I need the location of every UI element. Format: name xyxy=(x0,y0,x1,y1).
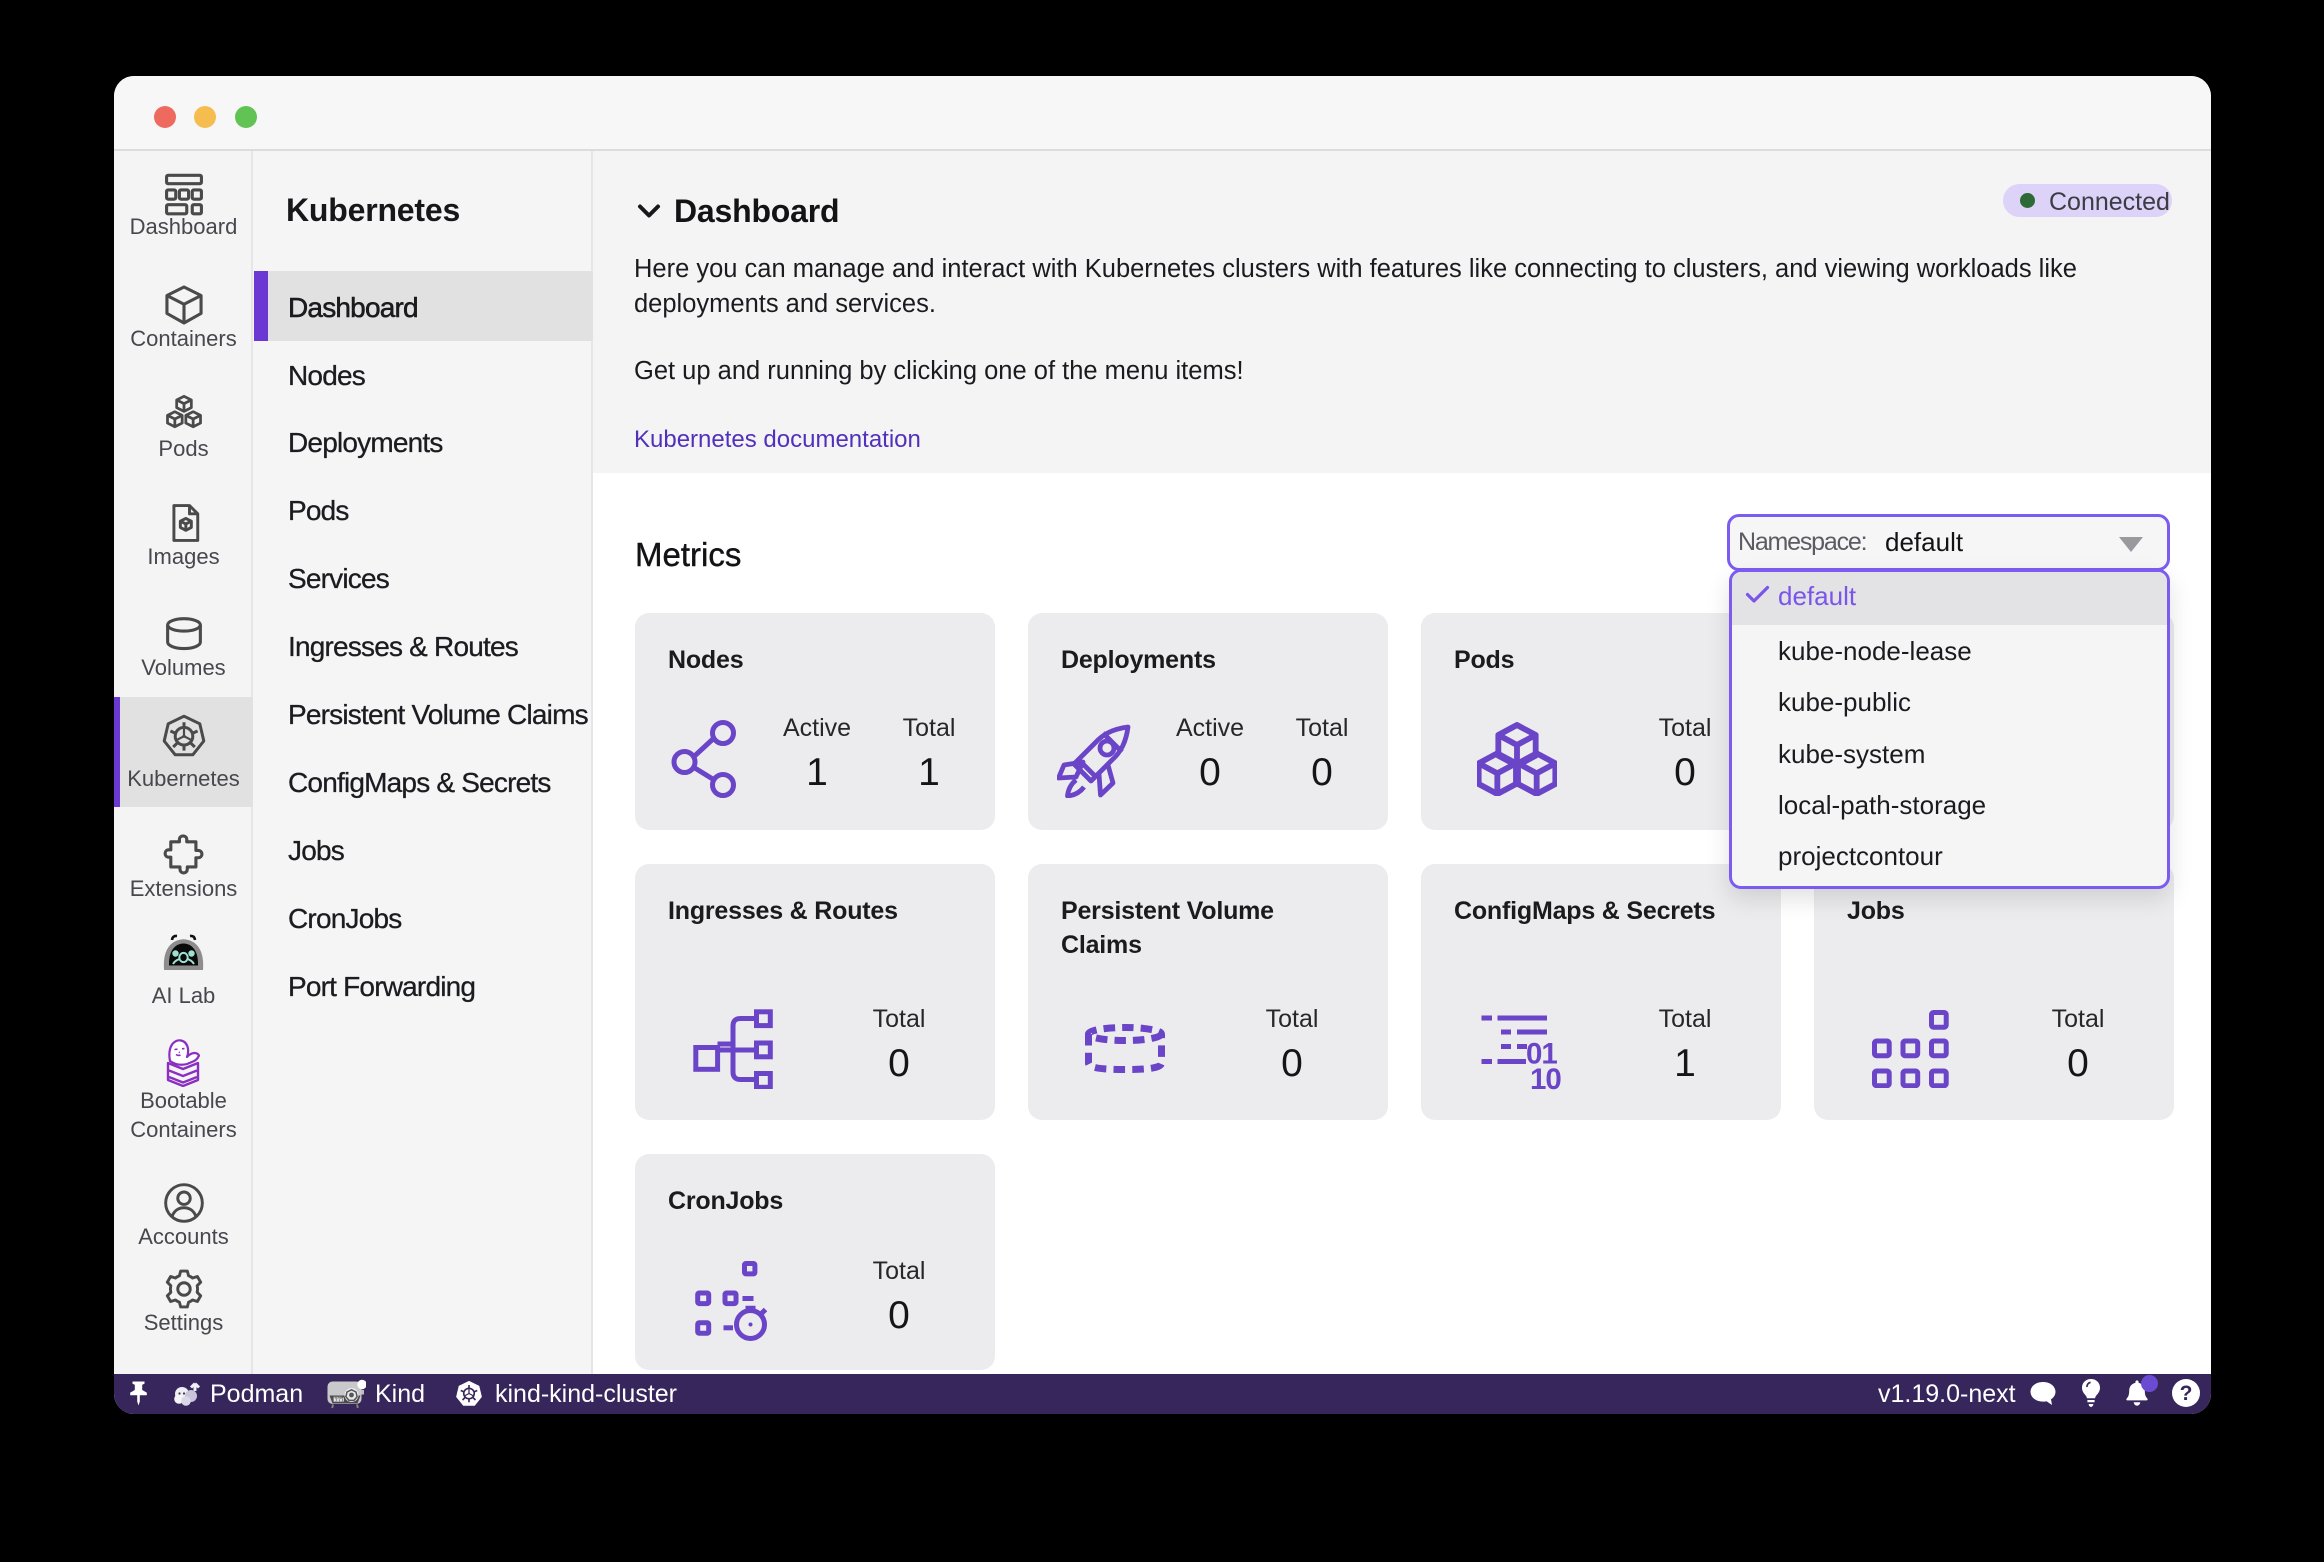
svg-text:01: 01 xyxy=(1526,1038,1557,1071)
svg-text:10: 10 xyxy=(1530,1063,1561,1096)
svg-text:kind: kind xyxy=(334,1397,344,1403)
